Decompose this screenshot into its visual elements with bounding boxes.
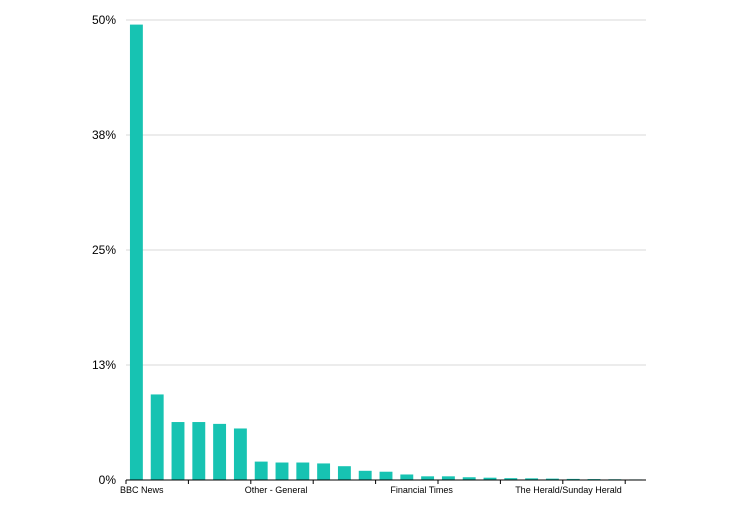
bar bbox=[504, 478, 518, 480]
bar bbox=[317, 463, 331, 480]
y-tick-label: 0% bbox=[99, 473, 117, 487]
y-tick-label: 13% bbox=[92, 358, 116, 372]
bar bbox=[171, 422, 185, 480]
bar bbox=[296, 462, 310, 480]
bar bbox=[213, 423, 227, 480]
bar bbox=[421, 476, 435, 480]
bar bbox=[400, 474, 414, 480]
bar bbox=[192, 422, 206, 480]
bar bbox=[358, 470, 372, 480]
y-tick-label: 50% bbox=[92, 13, 116, 27]
bar bbox=[441, 476, 455, 480]
bar bbox=[233, 428, 247, 480]
bar bbox=[254, 461, 268, 480]
tick-labels: 0% 13% 25% 38% 50% BBC News Other - General Fin… bbox=[92, 13, 622, 495]
bar bbox=[129, 24, 143, 480]
gridlines bbox=[126, 19, 646, 366]
bar bbox=[150, 394, 164, 480]
bar bbox=[566, 478, 580, 480]
bar bbox=[462, 477, 476, 480]
bar bbox=[525, 478, 539, 480]
bar bbox=[483, 477, 497, 480]
bar bbox=[337, 466, 351, 480]
bar bbox=[275, 462, 289, 480]
axes bbox=[125, 479, 646, 484]
x-tick-label: The Herald/Sunday Herald bbox=[515, 485, 622, 495]
bar bbox=[379, 471, 393, 480]
y-tick-label: 38% bbox=[92, 128, 116, 142]
bar bbox=[545, 478, 559, 480]
x-tick-label: Other - General bbox=[245, 485, 308, 495]
bars bbox=[129, 24, 643, 480]
x-tick-label: BBC News bbox=[120, 485, 164, 495]
y-tick-label: 25% bbox=[92, 243, 116, 257]
x-tick-label: Financial Times bbox=[390, 485, 453, 495]
